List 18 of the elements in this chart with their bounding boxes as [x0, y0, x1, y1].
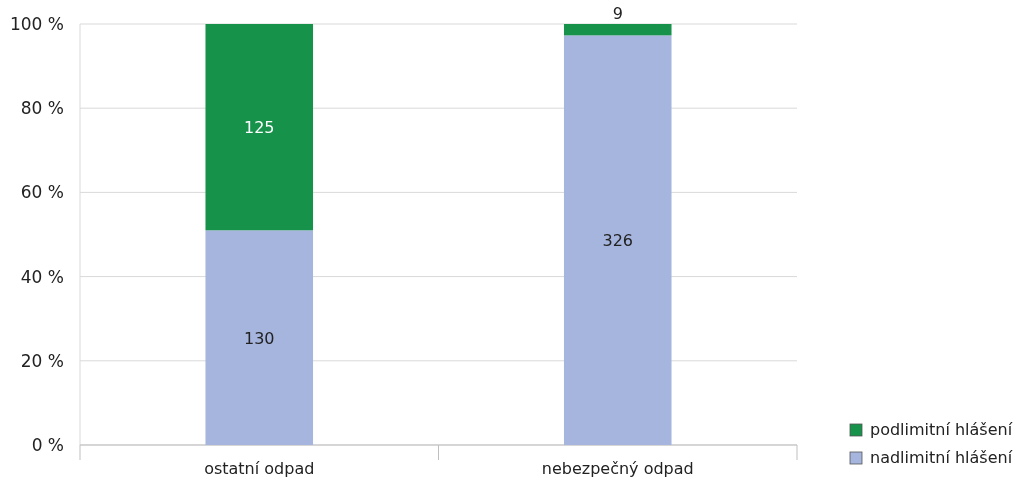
bar [563, 24, 672, 36]
x-tick-label: ostatní odpad [204, 459, 315, 478]
annotation: 130 [243, 328, 275, 348]
bar [205, 230, 314, 445]
y-tick-label: 80 % [20, 98, 64, 119]
bar [563, 35, 672, 445]
y-tick-label: 40 % [20, 266, 64, 287]
y-tick-label: 0 % [31, 435, 64, 455]
x-tick-label: nebezpečný odpad [541, 459, 694, 478]
y-tick-label: 60 % [20, 182, 64, 203]
y-tick-label: 20 % [20, 350, 64, 371]
y-tick-label: 100 % [9, 14, 64, 34]
text: 9 [612, 4, 623, 23]
legend-label: nadlimitní hlášení [870, 448, 1013, 467]
bar [205, 24, 314, 231]
annotation: 326 [602, 231, 634, 251]
annotation: 125 [243, 118, 275, 138]
legend-label: podlimitní hlášení [870, 420, 1013, 439]
